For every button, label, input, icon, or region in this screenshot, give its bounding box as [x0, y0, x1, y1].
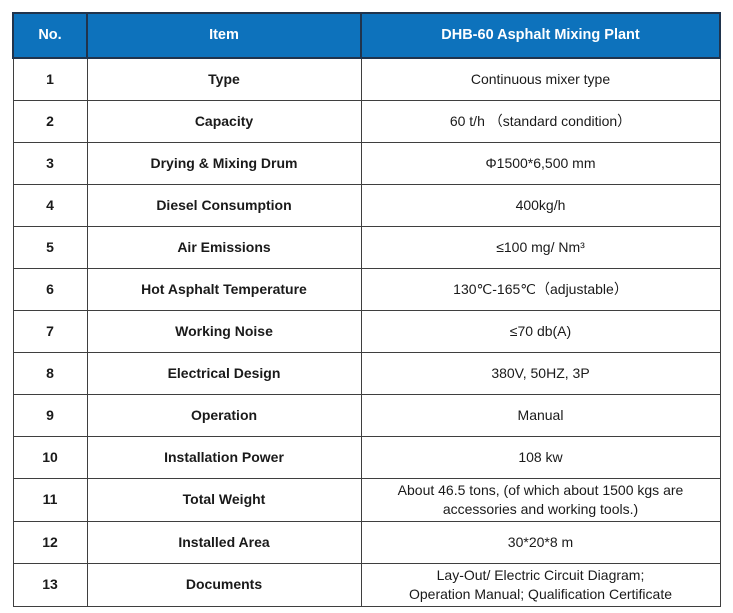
table-row: 8 Electrical Design 380V, 50HZ, 3P	[12, 351, 721, 395]
table-row: 12 Installed Area 30*20*8 m	[12, 520, 721, 564]
row-no-cell: 7	[12, 309, 88, 353]
table-row: 7 Working Noise ≤70 db(A)	[12, 309, 721, 353]
row-item-cell: Total Weight	[86, 477, 362, 522]
row-no-cell: 6	[12, 267, 88, 311]
row-item-cell: Drying & Mixing Drum	[86, 141, 362, 185]
header-cell-item: Item	[86, 12, 362, 59]
row-item-cell: Electrical Design	[86, 351, 362, 395]
row-value-cell: Φ1500*6,500 mm	[360, 141, 721, 185]
row-item-cell: Installed Area	[86, 520, 362, 564]
row-no-cell: 4	[12, 183, 88, 227]
row-item-cell: Installation Power	[86, 435, 362, 479]
table-row: 5 Air Emissions ≤100 mg/ Nm³	[12, 225, 721, 269]
header-cell-product: DHB-60 Asphalt Mixing Plant	[360, 12, 721, 59]
table-row: 3 Drying & Mixing Drum Φ1500*6,500 mm	[12, 141, 721, 185]
header-cell-no: No.	[12, 12, 88, 59]
row-no-cell: 12	[12, 520, 88, 564]
row-value-cell: 30*20*8 m	[360, 520, 721, 564]
row-value-cell: 380V, 50HZ, 3P	[360, 351, 721, 395]
row-no-cell: 13	[12, 562, 88, 607]
row-value-cell: 60 t/h （standard condition）	[360, 99, 721, 143]
row-value-cell: Continuous mixer type	[360, 57, 721, 101]
row-no-cell: 1	[12, 57, 88, 101]
table-row: 11 Total Weight About 46.5 tons, (of whi…	[12, 477, 721, 522]
row-no-cell: 3	[12, 141, 88, 185]
table-row: 10 Installation Power 108 kw	[12, 435, 721, 479]
row-value-cell: About 46.5 tons, (of which about 1500 kg…	[360, 477, 721, 522]
row-value-cell: 108 kw	[360, 435, 721, 479]
row-no-cell: 2	[12, 99, 88, 143]
table-row: 4 Diesel Consumption 400kg/h	[12, 183, 721, 227]
row-value-cell: 130℃-165℃（adjustable）	[360, 267, 721, 311]
spec-table: No. Item DHB-60 Asphalt Mixing Plant 1 T…	[12, 12, 721, 607]
row-no-cell: 10	[12, 435, 88, 479]
row-item-cell: Capacity	[86, 99, 362, 143]
row-item-cell: Operation	[86, 393, 362, 437]
table-row: 13 Documents Lay-Out/ Electric Circuit D…	[12, 562, 721, 607]
row-no-cell: 8	[12, 351, 88, 395]
row-no-cell: 9	[12, 393, 88, 437]
table-row: 6 Hot Asphalt Temperature 130℃-165℃（adju…	[12, 267, 721, 311]
row-value-cell: Lay-Out/ Electric Circuit Diagram; Opera…	[360, 562, 721, 607]
row-item-cell: Hot Asphalt Temperature	[86, 267, 362, 311]
row-value-cell: ≤70 db(A)	[360, 309, 721, 353]
row-item-cell: Working Noise	[86, 309, 362, 353]
row-no-cell: 11	[12, 477, 88, 522]
row-value-cell: Manual	[360, 393, 721, 437]
row-item-cell: Type	[86, 57, 362, 101]
table-row: 9 Operation Manual	[12, 393, 721, 437]
table-row: 2 Capacity 60 t/h （standard condition）	[12, 99, 721, 143]
row-item-cell: Air Emissions	[86, 225, 362, 269]
table-header-row: No. Item DHB-60 Asphalt Mixing Plant	[12, 12, 721, 59]
row-no-cell: 5	[12, 225, 88, 269]
row-value-cell: ≤100 mg/ Nm³	[360, 225, 721, 269]
row-item-cell: Diesel Consumption	[86, 183, 362, 227]
row-item-cell: Documents	[86, 562, 362, 607]
table-row: 1 Type Continuous mixer type	[12, 57, 721, 101]
row-value-cell: 400kg/h	[360, 183, 721, 227]
